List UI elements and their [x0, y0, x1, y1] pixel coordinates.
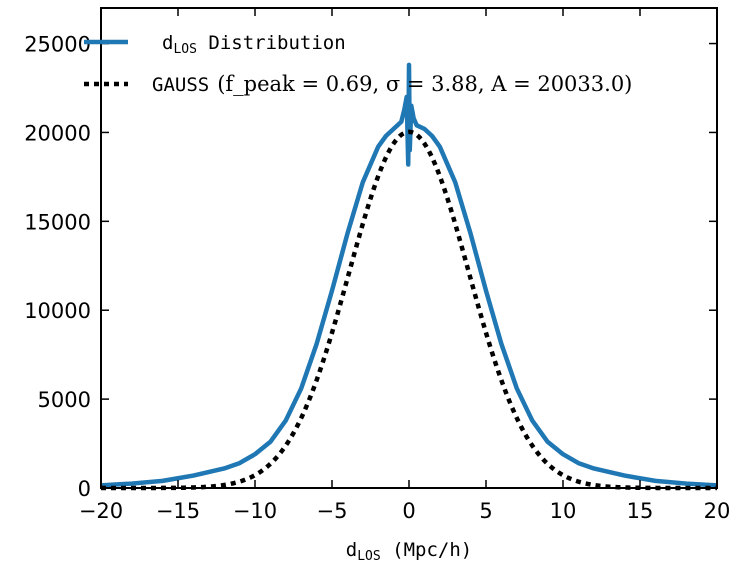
- x-tick-label: 20: [704, 499, 731, 523]
- y-tick-label: 5000: [38, 388, 91, 412]
- x-axis-label: dLOS (Mpc/h): [346, 539, 472, 564]
- x-tick-label: −10: [233, 499, 277, 523]
- x-tick-label: −5: [317, 499, 348, 523]
- series-distribution-line: [100, 62, 718, 488]
- legend-label-gauss: GAUSS (f_peak = 0.69, σ = 3.88, A = 20033…: [152, 72, 632, 96]
- x-tick-label: 5: [479, 499, 492, 523]
- x-axis-ticks: −20 −15 −10 −5 0 5 10 15 20: [79, 8, 731, 523]
- y-tick-label: 15000: [24, 210, 91, 234]
- x-tick-label: 15: [627, 499, 654, 523]
- plot-area: [100, 62, 718, 491]
- x-tick-label: 0: [402, 499, 415, 523]
- x-tick-label: 10: [550, 499, 577, 523]
- y-tick-label: 10000: [24, 299, 91, 323]
- y-tick-label: 20000: [24, 121, 91, 145]
- x-tick-label: −20: [79, 499, 123, 523]
- legend: dLOS Distribution GAUSS (f_peak = 0.69, σ…: [84, 32, 632, 96]
- y-tick-label: 25000: [24, 33, 91, 57]
- x-tick-label: −15: [156, 499, 200, 523]
- y-tick-label: 0: [78, 477, 91, 501]
- legend-label-distribution: dLOS Distribution: [162, 32, 346, 57]
- y-axis-ticks: 0 5000 10000 15000 20000 25000: [24, 33, 717, 501]
- series-gauss-fit-line: [101, 129, 717, 491]
